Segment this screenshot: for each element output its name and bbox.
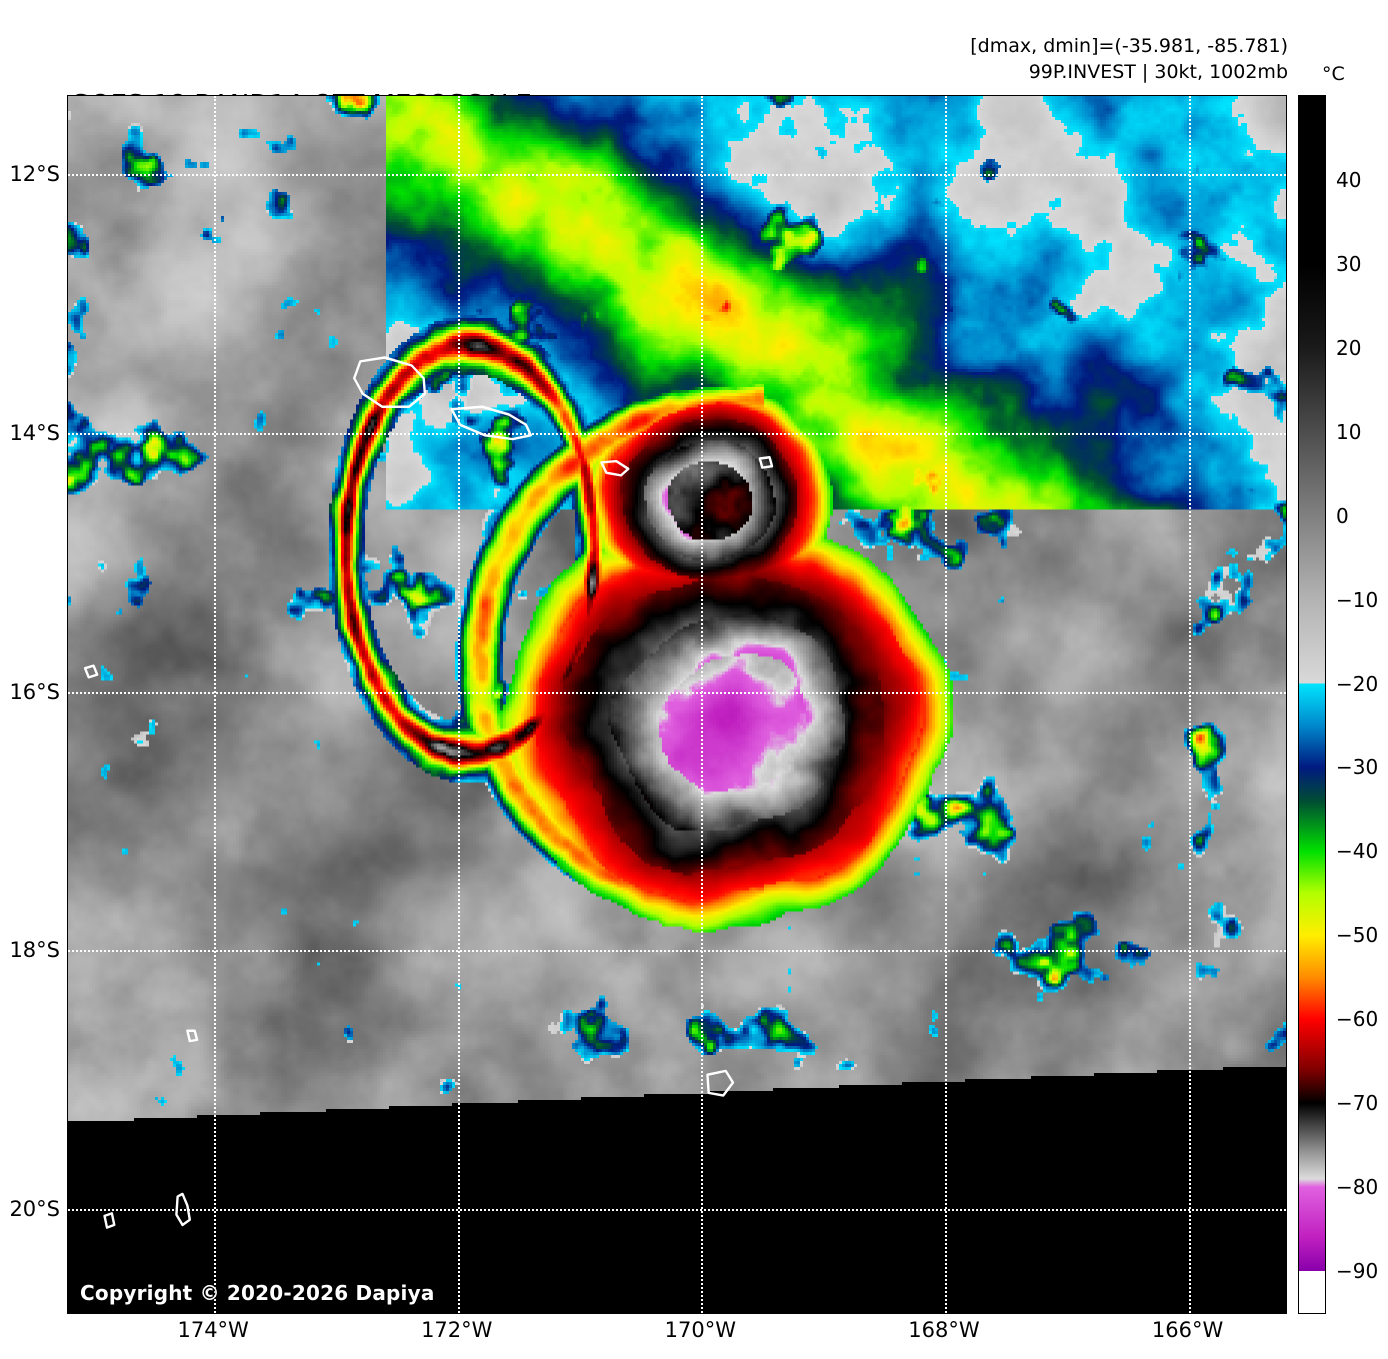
colorbar-gradient xyxy=(1299,96,1325,1313)
colorbar-tick-label: 40 xyxy=(1336,167,1362,192)
satellite-image-plot[interactable] xyxy=(67,95,1287,1314)
y-axis-tick-label: 12°S xyxy=(9,161,60,186)
copyright-notice: Copyright © 2020-2026 Dapiya xyxy=(80,1281,435,1305)
y-axis-tick-label: 16°S xyxy=(9,679,60,704)
colorbar-tick-label: −20 xyxy=(1336,671,1379,696)
colorbar-tick-label: 30 xyxy=(1336,251,1362,276)
colorbar-tick-label: −30 xyxy=(1336,755,1379,780)
storm-info-label: 99P.INVEST | 30kt, 1002mb xyxy=(1028,61,1288,83)
header-info-block: [dmax, dmin]=(-35.981, -85.781) 99P.INVE… xyxy=(970,33,1288,85)
x-axis-tick-label: 168°W xyxy=(908,1318,980,1342)
colorbar-tick-label: −50 xyxy=(1336,923,1379,948)
colorbar-tick-label: −70 xyxy=(1336,1091,1379,1116)
y-axis-tick-label: 18°S xyxy=(9,938,60,963)
x-axis-tick-label: 172°W xyxy=(421,1318,493,1342)
x-axis-tick-label: 166°W xyxy=(1151,1318,1224,1342)
colorbar-tick-label: 20 xyxy=(1336,335,1362,360)
x-axis-tick-label: 170°W xyxy=(664,1318,737,1342)
coastline-overlay-canvas xyxy=(68,96,1286,1313)
y-axis-tick-label: 20°S xyxy=(9,1197,60,1222)
infrared-brightness-temperature-raster xyxy=(68,96,1286,1313)
colorbar-units-label: °C xyxy=(1322,63,1345,85)
y-axis-tick-label: 14°S xyxy=(9,420,60,445)
colorbar-tick-label: 10 xyxy=(1336,419,1362,444)
dminmax-label: [dmax, dmin]=(-35.981, -85.781) xyxy=(970,35,1288,57)
colorbar-tick-label: −80 xyxy=(1336,1175,1379,1200)
temperature-colorbar[interactable] xyxy=(1298,95,1326,1314)
x-axis-tick-label: 174°W xyxy=(177,1318,249,1342)
colorbar-tick-label: −60 xyxy=(1336,1007,1379,1032)
colorbar-tick-label: −90 xyxy=(1336,1259,1379,1284)
colorbar-tick-label: −40 xyxy=(1336,839,1379,864)
colorbar-tick-label: 0 xyxy=(1336,503,1349,528)
colorbar-tick-label: −10 xyxy=(1336,587,1379,612)
